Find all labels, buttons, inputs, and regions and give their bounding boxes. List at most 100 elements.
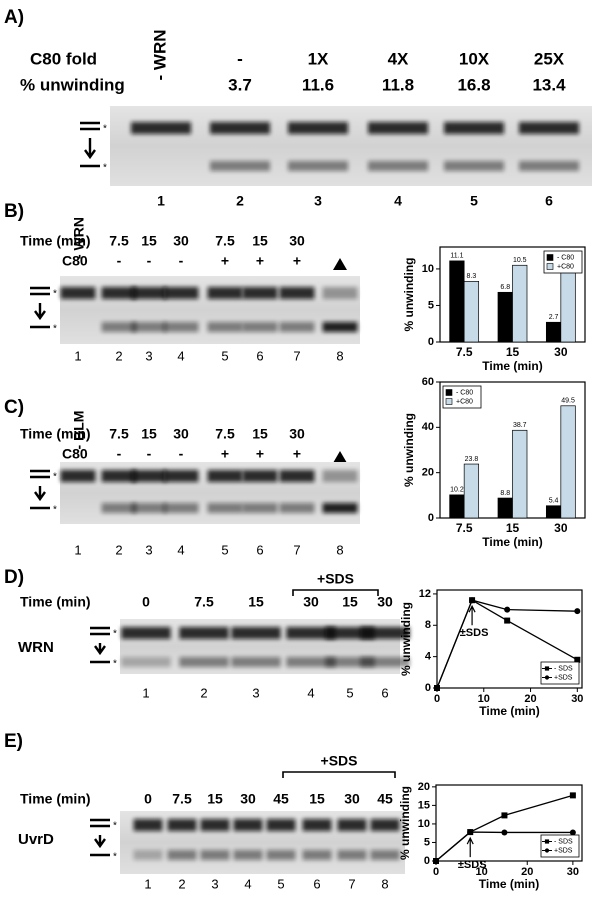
- lane-number: 1: [74, 348, 81, 363]
- legend-marker: [544, 839, 550, 844]
- legend-swatch: [546, 254, 554, 261]
- value-label: 23.8: [465, 456, 479, 463]
- control-label: - BLM: [71, 411, 87, 450]
- band: [279, 470, 315, 482]
- lane-number: 7: [348, 876, 355, 891]
- legend-label: - C80: [557, 254, 574, 261]
- row-cell: 15: [309, 791, 325, 807]
- point: [574, 608, 581, 615]
- row-cell: 7.5: [194, 594, 214, 610]
- lane-number: 4: [307, 685, 314, 700]
- row-label: Time (min): [20, 233, 91, 249]
- band: [519, 161, 579, 171]
- value-label: 8.8: [500, 490, 510, 497]
- legend-label: - SDS: [554, 665, 573, 672]
- row-cell: -: [179, 253, 184, 269]
- band: [101, 287, 137, 299]
- strand-symbol: [90, 626, 110, 664]
- lane-number: 2: [115, 348, 122, 363]
- band: [242, 503, 278, 513]
- row-cell: 3.7: [228, 75, 252, 94]
- band: [131, 287, 167, 299]
- row-cell: 30: [289, 426, 305, 442]
- star: *: [113, 629, 117, 640]
- legend-marker: [544, 675, 550, 680]
- band: [242, 287, 278, 299]
- band: [179, 657, 229, 667]
- point: [569, 829, 576, 836]
- bar: [449, 260, 465, 343]
- legend-marker: [544, 666, 550, 671]
- y-tick-label: 0: [424, 855, 430, 867]
- x-tick-label: 15: [506, 521, 520, 535]
- row-cell: +: [256, 446, 264, 462]
- band: [279, 322, 315, 332]
- y-tick-label: 40: [422, 421, 434, 433]
- point: [467, 829, 474, 836]
- bracket: [292, 589, 379, 596]
- band: [302, 850, 332, 860]
- star: *: [113, 852, 117, 863]
- legend-swatch: [445, 398, 453, 405]
- lane-number: 5: [277, 876, 284, 891]
- legend-marker: [544, 848, 550, 853]
- band: [360, 657, 410, 667]
- row-cell: -: [147, 446, 152, 462]
- y-tick-label: 0: [428, 512, 434, 524]
- band: [286, 657, 336, 667]
- lane-number: 2: [178, 876, 185, 891]
- y-axis-label: % unwinding: [402, 413, 416, 487]
- bar: [560, 405, 576, 519]
- y-axis-label: % unwinding: [399, 602, 413, 676]
- band: [131, 322, 167, 332]
- x-axis-label: Time (min): [482, 535, 542, 549]
- star: *: [53, 289, 57, 300]
- annotation: ±SDS: [460, 627, 489, 639]
- band: [288, 122, 348, 134]
- x-tick-label: 7.5: [456, 521, 473, 535]
- lane-number: 1: [74, 542, 81, 557]
- row-cell: 30: [240, 791, 256, 807]
- lane-number: 8: [336, 348, 343, 363]
- row-cell: 30: [303, 594, 319, 610]
- row-cell: +: [221, 446, 229, 462]
- bar: [463, 280, 480, 343]
- band: [207, 287, 243, 299]
- lane-number: 4: [177, 348, 184, 363]
- annotation-arrow: [466, 836, 474, 858]
- row-cell: 30: [344, 791, 360, 807]
- row-label: C80 fold: [30, 49, 97, 68]
- star: *: [103, 163, 107, 174]
- y-tick-label: 15: [418, 799, 430, 811]
- y-axis-label: % unwinding: [398, 786, 412, 860]
- sample-label: WRN: [18, 639, 54, 656]
- band: [207, 322, 243, 332]
- row-cell: -: [147, 253, 152, 269]
- point: [469, 597, 476, 604]
- band: [322, 503, 358, 513]
- bar: [449, 494, 465, 519]
- band: [231, 627, 281, 639]
- band: [266, 850, 296, 860]
- value-label: 49.5: [561, 398, 575, 405]
- panel-label: B): [4, 201, 24, 222]
- lane-number: 6: [381, 685, 388, 700]
- x-tick-label: 30: [571, 693, 583, 705]
- band: [444, 122, 504, 134]
- lane-number: 4: [177, 542, 184, 557]
- row-cell: -: [117, 446, 122, 462]
- band: [207, 503, 243, 513]
- x-axis-label: Time (min): [482, 359, 542, 373]
- band: [242, 470, 278, 482]
- line: [436, 599, 578, 689]
- band: [360, 627, 410, 639]
- point: [434, 685, 440, 691]
- y-tick-label: 20: [418, 781, 430, 793]
- row-label: Time (min): [20, 426, 91, 442]
- band: [131, 122, 191, 134]
- value-label: 8.3: [467, 273, 477, 280]
- band: [242, 322, 278, 332]
- point: [501, 829, 508, 836]
- band: [337, 850, 367, 860]
